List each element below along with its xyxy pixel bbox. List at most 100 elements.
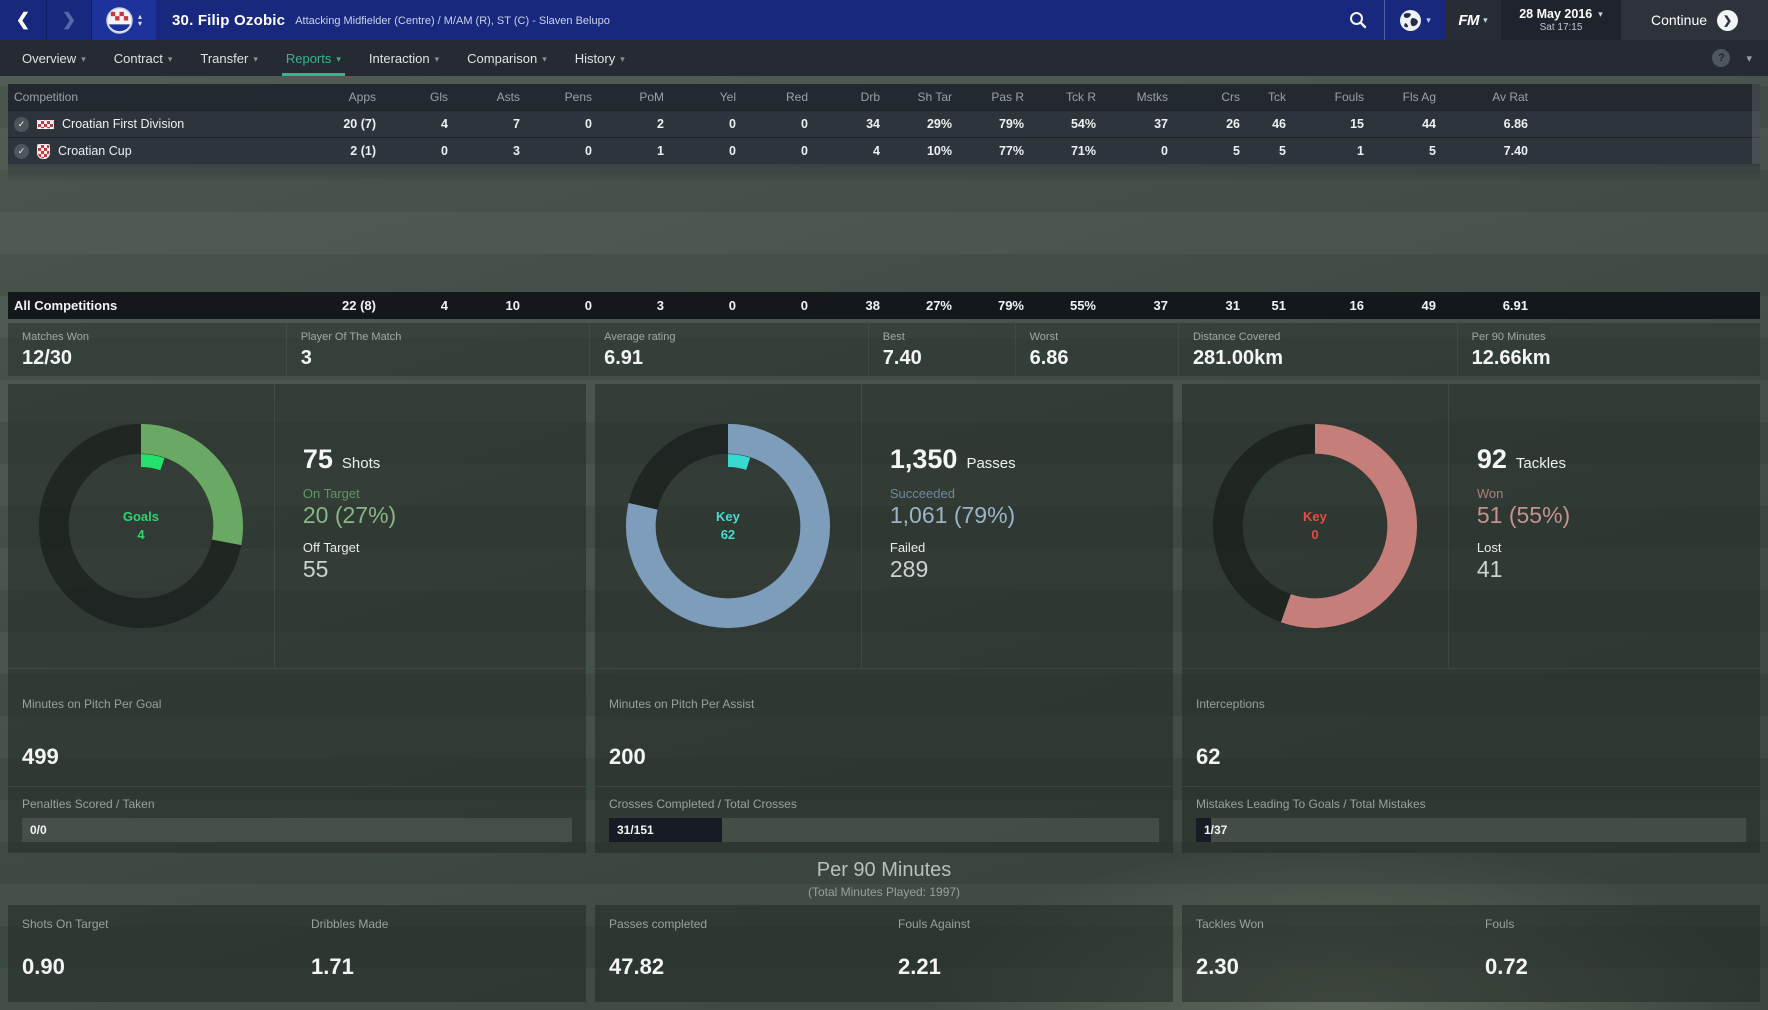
nav-item-history[interactable]: History ▾ (561, 40, 639, 76)
stat-cell: 0 (801, 117, 808, 131)
continue-label: Continue (1650, 12, 1708, 28)
all-competitions-row: All Competitions 22 (8) 4 10 0 3 0 0 38 27% 79% 55%… (8, 292, 1760, 319)
nav-item-overview[interactable]: Overview ▾ (8, 40, 100, 76)
column-header-competition[interactable]: Competition (14, 90, 79, 104)
stat-cell: 2 (1) (350, 144, 376, 158)
back-button[interactable]: ❮ (15, 10, 31, 29)
stat-cell: 10% (926, 144, 952, 158)
per90-panel: Passes completed 47.82 Fouls Against 2.21 (595, 905, 1173, 1002)
column-header-pas-r[interactable]: Pas R (991, 90, 1024, 104)
summary-distance-covered: Distance Covered 281.00km (1177, 323, 1457, 376)
stat-cell: 0 (585, 117, 592, 131)
per90-stat-value: 0.90 (22, 954, 65, 979)
column-header-av-rat[interactable]: Av Rat (1492, 90, 1528, 104)
stat-cell: 5 (1429, 144, 1436, 158)
column-header-sh-tar[interactable]: Sh Tar (917, 90, 952, 104)
table-row[interactable]: ✓ Croatian First Division 20 (7) 4 7 0 2 0 0 34 29… (8, 110, 1760, 137)
donut-chart: Goals 4 (8, 384, 274, 668)
competition-name: Croatian First Division (62, 117, 185, 131)
world-menu-button[interactable]: ▾ (1385, 0, 1445, 40)
check-icon: ✓ (14, 143, 29, 159)
column-header-red[interactable]: Red (785, 90, 808, 104)
total-stat-cell: 0 (800, 298, 808, 313)
total-label: All Competitions (14, 298, 118, 313)
column-header-tck-r[interactable]: Tck R (1066, 90, 1096, 104)
competition-crest-icon (37, 143, 50, 159)
donut-section: Goals 4 75 Shots On Target 20 (27%) Off Target… (8, 384, 586, 668)
stat-cell: 0 (729, 144, 736, 158)
search-icon (1350, 12, 1367, 29)
column-header-tck[interactable]: Tck (1268, 90, 1286, 104)
ratio-bar-section: Penalties Scored / Taken 0/0 (8, 787, 586, 853)
panel-chevron-down-icon[interactable]: ▾ (1746, 52, 1752, 65)
club-crest-button[interactable]: ▴ ▾ (92, 0, 156, 40)
donut-svg (1212, 423, 1418, 629)
divider (1182, 786, 1760, 787)
donut-chart: Key 0 (1182, 384, 1448, 668)
nav-item-label: Overview (22, 50, 77, 66)
total-stat-cell: 27% (925, 298, 952, 313)
stat-cell: 0 (729, 117, 736, 131)
ratio-bar-label: Mistakes Leading To Goals / Total Mistak… (1196, 797, 1426, 811)
nav-item-comparison[interactable]: Comparison ▾ (453, 40, 561, 76)
summary-value: 7.40 (882, 347, 922, 369)
nav-item-interaction[interactable]: Interaction ▾ (355, 40, 453, 76)
chevron-down-icon: ▾ (434, 53, 440, 64)
mid-stat-section: Minutes on Pitch Per Goal 499 (8, 669, 586, 786)
help-button[interactable]: ? (1712, 49, 1731, 67)
column-header-crs[interactable]: Crs (1221, 90, 1240, 104)
ratio-bar-section: Mistakes Leading To Goals / Total Mistak… (1182, 787, 1760, 853)
globe-icon (1400, 9, 1422, 31)
ratio-bar-section: Crosses Completed / Total Crosses 31/151 (595, 787, 1173, 853)
fm-menu-button[interactable]: FM ▾ (1445, 0, 1501, 40)
total-stat-cell: 51 (1271, 298, 1286, 313)
total-stat-cell: 0 (728, 298, 736, 313)
donut-sub1-value: 20 (27%) (302, 502, 397, 528)
column-header-gls[interactable]: Gls (430, 90, 448, 104)
total-stat-cell: 38 (865, 298, 880, 313)
forward-button[interactable]: ❯ (46, 0, 92, 40)
mid-stat-label: Minutes on Pitch Per Goal (22, 697, 162, 711)
stat-cell: 29% (926, 117, 952, 131)
summary-label: Average rating (604, 331, 676, 343)
page-title: 30. Filip Ozobic (172, 11, 286, 29)
divider (1182, 668, 1760, 669)
divider (595, 786, 1173, 787)
search-button[interactable] (1332, 0, 1384, 40)
column-header-fouls[interactable]: Fouls (1334, 90, 1364, 104)
stat-cell: 79% (998, 117, 1024, 131)
mid-stat-section: Interceptions 62 (1182, 669, 1760, 786)
column-header-apps[interactable]: Apps (348, 90, 376, 104)
column-header-pom[interactable]: PoM (639, 90, 664, 104)
nav-item-contract[interactable]: Contract ▾ (100, 40, 187, 76)
scrollbar[interactable] (1752, 84, 1760, 164)
per90-stat-label: Tackles Won (1196, 917, 1264, 931)
nav-item-reports[interactable]: Reports ▾ (272, 40, 355, 76)
table-row[interactable]: ✓ Croatian Cup 2 (1) 0 3 0 1 0 0 4 10% 77% 71% 0 5 5 1 5 7… (8, 137, 1760, 164)
table-header-row: Competition Apps Gls Asts Pens PoM Yel Red Drb Sh… (8, 84, 1760, 110)
column-header-yel[interactable]: Yel (719, 90, 736, 104)
chevron-down-icon: ▾ (620, 53, 625, 64)
donut-sub1-label: Won (1476, 486, 1504, 501)
game-time: Sat 17:15 (1539, 22, 1583, 33)
column-header-fls-ag[interactable]: Fls Ag (1402, 90, 1436, 104)
per90-title-block: Per 90 Minutes (Total Minutes Played: 19… (0, 853, 1768, 905)
mid-stat-value: 499 (22, 744, 59, 769)
date-menu-button[interactable]: 28 May 2016 ▾ Sat 17:15 (1501, 0, 1621, 40)
mid-stat-value: 200 (609, 744, 646, 769)
per90-panel: Shots On Target 0.90 Dribbles Made 1.71 (8, 905, 586, 1002)
ratio-bar: 1/37 (1196, 818, 1746, 842)
column-header-asts[interactable]: Asts (496, 90, 520, 104)
continue-button[interactable]: Continue ❯ (1621, 0, 1768, 40)
summary-value: 6.86 (1029, 347, 1069, 369)
crest-spinner-icon[interactable]: ▴ ▾ (137, 12, 142, 28)
column-header-mstks[interactable]: Mstks (1136, 90, 1168, 104)
stat-cell: 34 (866, 117, 880, 131)
nav-item-transfer[interactable]: Transfer ▾ (186, 40, 271, 76)
column-header-pens[interactable]: Pens (564, 90, 592, 104)
total-stat-cell: 37 (1153, 298, 1168, 313)
stat-cell: 20 (7) (343, 117, 376, 131)
column-header-drb[interactable]: Drb (860, 90, 880, 104)
stat-cell: 2 (657, 117, 664, 131)
total-stat-cell: 0 (584, 298, 592, 313)
